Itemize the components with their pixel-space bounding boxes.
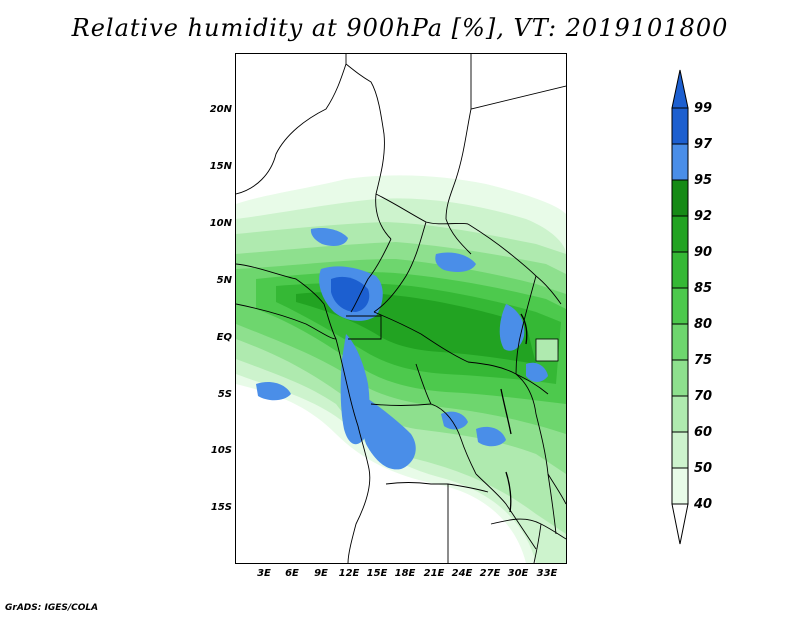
lon-label-12e: 12E xyxy=(338,568,360,579)
colorbar-label-99: 99 xyxy=(694,101,713,116)
colorbar-label-50: 50 xyxy=(694,461,713,476)
country-borders xyxy=(236,54,566,563)
colorbar-swatch-95-97 xyxy=(671,143,689,181)
colorbar xyxy=(671,69,689,545)
humidity-map xyxy=(236,54,566,563)
lon-label-21e: 21E xyxy=(423,568,445,579)
colorbar-label-80: 80 xyxy=(694,317,713,332)
colorbar-label-75: 75 xyxy=(694,353,713,368)
colorbar-label-60: 60 xyxy=(694,425,713,440)
colorbar-label-90: 90 xyxy=(694,245,713,260)
lon-label-33e: 33E xyxy=(536,568,558,579)
colorbar-swatch-97-99 xyxy=(671,107,689,145)
colorbar-swatch-40-50 xyxy=(671,467,689,505)
colorbar-swatch-50-60 xyxy=(671,431,689,469)
colorbar-swatch-60-70 xyxy=(671,395,689,433)
lon-label-3e: 3E xyxy=(257,568,271,579)
lon-label-27e: 27E xyxy=(479,568,501,579)
colorbar-swatch-70-75 xyxy=(671,359,689,397)
lon-label-18e: 18E xyxy=(394,568,416,579)
humidity-field xyxy=(236,175,566,563)
colorbar-label-97: 97 xyxy=(694,137,713,152)
colorbar-bottom-arrow xyxy=(671,503,689,545)
colorbar-top-arrow xyxy=(671,69,689,109)
map-panel[interactable] xyxy=(235,53,567,564)
colorbar-swatch-85-90 xyxy=(671,251,689,289)
map-title: Relative humidity at 900hPa [%], VT: 201… xyxy=(71,14,729,42)
colorbar-swatch-75-80 xyxy=(671,323,689,361)
lat-label-5n: 5N xyxy=(216,275,232,286)
lon-label-15e: 15E xyxy=(366,568,388,579)
colorbar-label-92: 92 xyxy=(694,209,713,224)
colorbar-swatch-92-95 xyxy=(671,179,689,217)
lon-label-30e: 30E xyxy=(507,568,529,579)
credit-text: GrADS: IGES/COLA xyxy=(5,603,99,613)
lat-label-eq: EQ xyxy=(216,332,232,343)
colorbar-label-40: 40 xyxy=(694,497,713,512)
colorbar-label-95: 95 xyxy=(694,173,713,188)
lon-label-24e: 24E xyxy=(451,568,473,579)
lat-label-10n: 10N xyxy=(209,218,232,229)
colorbar-swatch-80-85 xyxy=(671,287,689,325)
lat-label-15s: 15S xyxy=(210,502,232,513)
lat-label-5s: 5S xyxy=(217,389,232,400)
lon-label-9e: 9E xyxy=(314,568,328,579)
lon-label-6e: 6E xyxy=(285,568,299,579)
lat-label-15n: 15N xyxy=(209,161,232,172)
colorbar-swatch-90-92 xyxy=(671,215,689,253)
lat-label-10s: 10S xyxy=(210,445,232,456)
lat-label-20n: 20N xyxy=(209,104,232,115)
colorbar-label-70: 70 xyxy=(694,389,713,404)
colorbar-label-85: 85 xyxy=(694,281,713,296)
